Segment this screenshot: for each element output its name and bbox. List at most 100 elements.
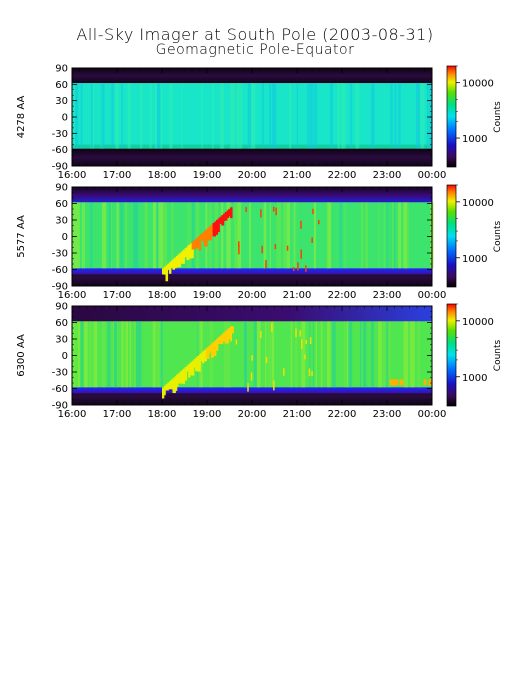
bright-spot — [389, 379, 393, 386]
texture-streak — [349, 321, 353, 388]
intensity-texture — [74, 83, 432, 149]
x-tick-label: 19:00 — [193, 409, 222, 420]
texture-streak — [344, 202, 346, 269]
bright-spot — [305, 265, 307, 272]
bright-spot — [311, 371, 313, 376]
texture-streak — [120, 202, 124, 269]
texture-streak — [136, 321, 139, 388]
texture-streak — [189, 202, 191, 269]
colorbar-tick-label: 1000 — [462, 134, 487, 145]
texture-streak — [382, 321, 386, 388]
colorbar-tick-label: 10000 — [462, 79, 494, 90]
arc-segment — [165, 384, 169, 391]
arc-segment — [217, 337, 221, 344]
texture-streak — [154, 83, 157, 149]
bright-spot — [304, 354, 306, 360]
bright-spot — [271, 322, 273, 332]
texture-streak — [390, 83, 393, 149]
y-tick-label: -60 — [52, 265, 68, 276]
texture-streak — [135, 321, 138, 388]
y-tick-label: -90 — [52, 162, 68, 173]
texture-streak — [101, 83, 104, 149]
arc-segment — [184, 248, 187, 258]
colorbar-label: Counts — [493, 101, 503, 133]
texture-streak — [123, 321, 125, 388]
bright-spot — [423, 379, 427, 386]
texture-streak — [230, 83, 232, 149]
arc-segment — [214, 340, 217, 352]
bright-spot — [272, 206, 275, 212]
arc-segment — [167, 263, 170, 270]
texture-streak — [81, 202, 84, 269]
x-tick-label: 20:00 — [238, 409, 267, 420]
texture-streak — [277, 202, 281, 269]
arc-segment — [163, 266, 166, 275]
bright-spot — [299, 330, 301, 337]
texture-streak — [398, 202, 402, 269]
texture-streak — [263, 202, 267, 269]
bright-spot — [245, 207, 247, 213]
colorbar — [446, 303, 457, 407]
texture-streak — [378, 321, 382, 388]
arc-segment — [168, 262, 172, 274]
bright-spot — [300, 249, 302, 259]
texture-streak — [162, 202, 165, 269]
texture-streak — [231, 83, 236, 149]
arc-segment — [216, 219, 220, 232]
texture-streak — [124, 202, 127, 269]
arc-segment — [202, 232, 205, 242]
arc-segment — [188, 244, 192, 259]
x-tick-label: 16:00 — [58, 290, 87, 301]
bright-spot — [274, 244, 277, 250]
auroral-arc — [162, 322, 432, 399]
x-tick-label: 00:00 — [418, 409, 447, 420]
texture-streak — [406, 202, 409, 269]
x-tick-label: 17:00 — [103, 170, 132, 181]
arc-segment — [175, 374, 179, 387]
texture-streak — [315, 321, 317, 388]
bright-spot — [247, 383, 249, 392]
texture-streak — [313, 202, 316, 269]
x-tick-label: 21:00 — [283, 409, 312, 420]
texture-streak — [111, 83, 114, 149]
texture-streak — [152, 202, 157, 269]
texture-streak — [362, 321, 367, 388]
texture-streak — [365, 202, 369, 269]
texture-streak — [226, 202, 230, 269]
texture-streak — [344, 321, 346, 388]
colorbar — [446, 184, 457, 288]
arc-segment — [221, 215, 225, 226]
y-tick-label: 0 — [62, 351, 68, 362]
texture-streak — [72, 202, 75, 269]
texture-streak — [271, 83, 275, 149]
texture-streak — [197, 321, 199, 388]
texture-streak — [226, 321, 231, 388]
y-tick-label: 0 — [62, 113, 68, 124]
y-tick-label: -90 — [52, 282, 68, 293]
texture-streak — [133, 202, 137, 269]
texture-streak — [237, 202, 241, 269]
texture-streak — [327, 202, 332, 269]
texture-streak — [155, 202, 160, 269]
y-tick-label: -60 — [52, 145, 68, 156]
arc-segment — [175, 255, 179, 268]
texture-streak — [83, 202, 85, 269]
texture-streak — [101, 321, 106, 388]
auroral-arc — [162, 206, 320, 282]
texture-streak — [348, 321, 351, 388]
bright-spot — [251, 355, 253, 361]
texture-streak — [253, 321, 258, 388]
texture-streak — [415, 83, 418, 149]
texture-streak — [283, 202, 287, 269]
arc-segment — [177, 254, 182, 268]
bright-spot — [308, 368, 311, 377]
arc-segment — [193, 240, 197, 250]
y-tick-label: 60 — [55, 199, 68, 210]
texture-streak — [269, 202, 271, 269]
texture-streak — [102, 202, 107, 269]
texture-streak — [267, 321, 271, 388]
arc-segment — [162, 268, 166, 275]
texture-streak — [378, 202, 380, 269]
texture-streak — [187, 202, 189, 269]
